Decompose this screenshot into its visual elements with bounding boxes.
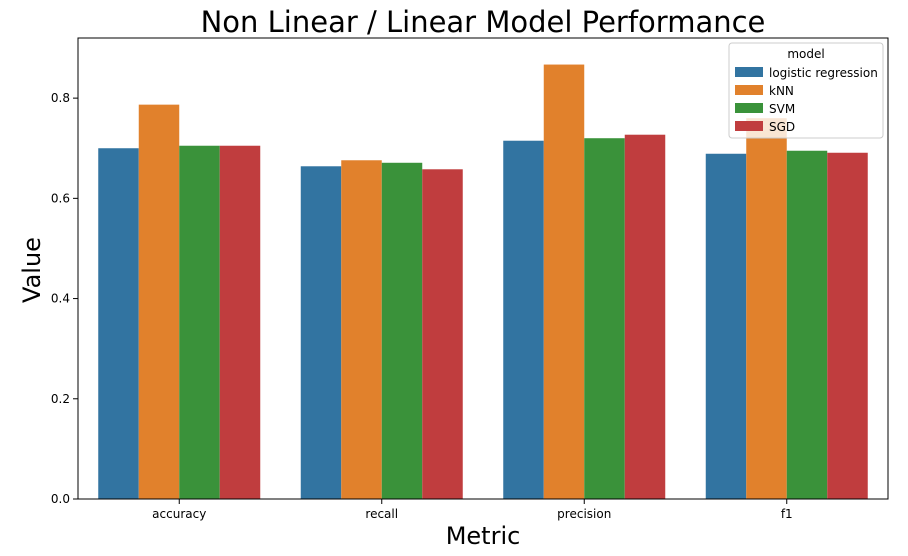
bar-f1-knn [746,118,787,499]
legend-swatch [735,103,763,113]
bar-precision-svm [584,138,625,499]
x-tick-label: accuracy [152,507,206,521]
plot-frame [77,37,889,500]
y-tick-label: 0.4 [51,292,70,306]
bar-precision-logistic-regression [503,140,544,499]
bar-accuracy-logistic-regression [98,148,139,499]
x-axis-label: Metric [446,522,521,550]
bars-layer [98,64,868,500]
legend-label: kNN [769,84,794,98]
x-tick-label: f1 [781,507,793,521]
legend: model logistic regression kNN SVM SGD [728,42,884,139]
x-tick-label: precision [557,507,611,521]
legend-label: logistic regression [769,66,878,80]
bar-f1-svm [786,150,828,499]
y-tick-label: 0.0 [51,492,70,506]
bar-precision-sgd [624,134,666,499]
y-axis-label: Value [18,237,46,303]
bar-recall-knn [341,160,382,500]
ticks-layer: 0.0 0.2 0.4 0.6 0.8 accuracy recall precision f1 [51,91,793,521]
bar-recall-logistic-regression [300,166,342,499]
legend-swatch [735,85,763,95]
bar-recall-sgd [422,169,463,499]
legend-swatch [735,121,763,131]
bar-f1-logistic-regression [705,153,747,499]
legend-swatch [735,67,763,77]
bar-accuracy-sgd [219,145,261,499]
legend-label: SGD [769,120,795,134]
legend-title: model [787,47,824,61]
bar-precision-knn [543,64,585,499]
legend-label: SVM [769,102,795,116]
chart-title: Non Linear / Linear Model Performance [201,5,766,39]
bar-accuracy-knn [138,104,180,499]
y-tick-label: 0.2 [51,392,70,406]
bar-recall-svm [381,162,423,500]
bar-f1-sgd [827,152,868,500]
legend-box [728,42,884,139]
bar-accuracy-svm [179,145,220,499]
y-tick-label: 0.8 [51,91,70,105]
x-tick-label: recall [365,507,398,521]
y-tick-label: 0.6 [51,191,70,205]
